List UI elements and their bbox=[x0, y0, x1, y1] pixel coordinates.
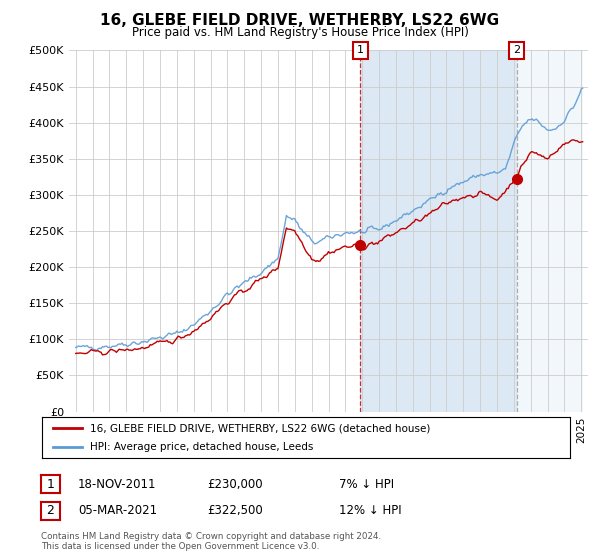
Text: 16, GLEBE FIELD DRIVE, WETHERBY, LS22 6WG (detached house): 16, GLEBE FIELD DRIVE, WETHERBY, LS22 6W… bbox=[89, 423, 430, 433]
Text: £230,000: £230,000 bbox=[207, 478, 263, 491]
Text: 1: 1 bbox=[46, 478, 55, 491]
Text: 2: 2 bbox=[46, 504, 55, 517]
Bar bbox=[517, 50, 583, 412]
Text: 7% ↓ HPI: 7% ↓ HPI bbox=[339, 478, 394, 491]
Text: HPI: Average price, detached house, Leeds: HPI: Average price, detached house, Leed… bbox=[89, 442, 313, 451]
Bar bbox=[360, 50, 517, 412]
Text: 12% ↓ HPI: 12% ↓ HPI bbox=[339, 504, 401, 517]
Text: Price paid vs. HM Land Registry's House Price Index (HPI): Price paid vs. HM Land Registry's House … bbox=[131, 26, 469, 39]
Text: 05-MAR-2021: 05-MAR-2021 bbox=[78, 504, 157, 517]
Text: £322,500: £322,500 bbox=[207, 504, 263, 517]
Text: Contains HM Land Registry data © Crown copyright and database right 2024.
This d: Contains HM Land Registry data © Crown c… bbox=[41, 531, 381, 551]
Text: 2: 2 bbox=[513, 45, 520, 55]
Text: 16, GLEBE FIELD DRIVE, WETHERBY, LS22 6WG: 16, GLEBE FIELD DRIVE, WETHERBY, LS22 6W… bbox=[100, 13, 500, 29]
Text: 1: 1 bbox=[356, 45, 364, 55]
Text: 18-NOV-2011: 18-NOV-2011 bbox=[78, 478, 157, 491]
